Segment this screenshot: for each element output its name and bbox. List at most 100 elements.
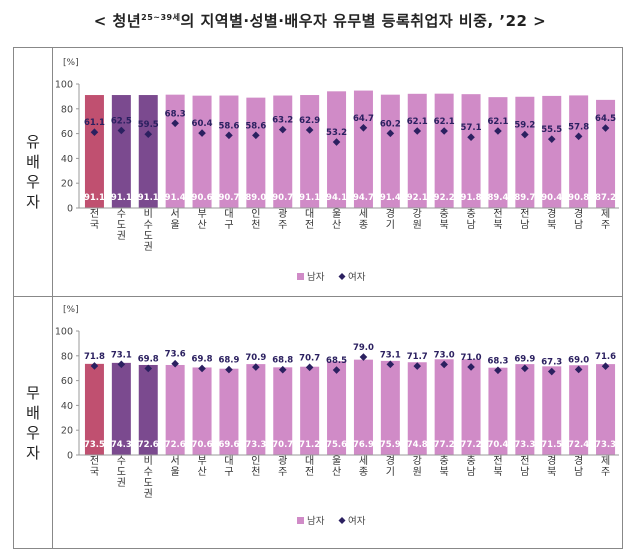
bar-male [488,367,508,455]
y-tick-label: 60 [61,129,73,140]
bar-male [461,94,481,208]
female-value-label: 64.5 [595,114,616,124]
title-suffix: 의 지역별·성별·배우자 유무별 등록취업자 비중, ’22 > [180,12,547,30]
bar-male [273,95,293,208]
bar-male [327,91,347,208]
male-value-label: 73.3 [514,440,535,450]
female-marker [278,365,287,374]
bar-male [515,96,535,208]
bar-male [327,361,347,455]
female-marker [547,135,556,143]
bar-male [461,359,481,455]
female-value-label: 68.3 [165,109,186,119]
female-value-label: 73.0 [434,350,455,360]
male-value-label: 91.1 [84,193,105,203]
female-value-label: 68.3 [487,356,508,366]
bar-male [353,90,373,208]
female-marker [117,126,126,135]
chart-title: < 청년25~39세의 지역별·성별·배우자 유무별 등록취업자 비중, ’22… [0,10,640,31]
female-marker [90,128,99,137]
female-value-label: 64.7 [353,114,374,124]
female-value-label: 69.9 [514,354,535,364]
male-value-label: 72.6 [165,440,186,450]
legend-male-label: 남자 [307,516,325,527]
female-marker [521,130,529,139]
female-marker [332,366,341,374]
male-value-label: 91.4 [380,193,401,203]
female-marker [171,359,179,368]
female-value-label: 73.1 [380,350,401,360]
female-value-label: 69.8 [192,354,213,364]
unit-label: [%] [63,305,79,315]
male-value-label: 75.9 [380,440,401,450]
female-marker [278,125,287,134]
bar-male [219,95,239,208]
y-tick-label: 40 [61,401,73,412]
male-value-label: 90.8 [568,193,589,203]
female-marker [332,138,341,146]
y-tick-label: 80 [61,351,73,362]
bar-male [542,366,562,455]
female-marker [574,132,583,141]
bar-male [138,364,158,455]
panel-label-char: 배 [26,403,40,422]
y-tick-label: 100 [55,327,73,338]
female-marker [440,127,448,135]
female-value-label: 60.2 [380,119,401,129]
male-value-label: 75.6 [326,440,347,450]
bar-male [353,359,373,455]
female-value-label: 58.6 [218,121,239,131]
legend-male-label: 남자 [307,272,325,283]
male-value-label: 91.1 [299,193,320,203]
bar-male [273,367,293,455]
male-value-label: 71.5 [541,440,562,450]
bar-male [84,363,104,455]
female-value-label: 57.8 [568,122,589,132]
female-marker [494,127,502,135]
bar-male [219,368,239,455]
bar-male [84,95,104,208]
male-value-label: 69.6 [218,440,239,450]
bar-male [488,97,508,208]
panel-label-char: 유 [26,133,40,151]
male-value-label: 92.1 [407,193,428,203]
female-marker [225,365,233,374]
female-value-label: 62.9 [299,116,320,126]
panel-label-married: 유 배 우 자 [14,48,52,296]
y-tick-label: 40 [61,154,73,165]
female-value-label: 68.5 [326,356,347,366]
bar-male [569,95,589,208]
female-marker [601,124,610,132]
bar-male [111,362,131,455]
female-marker [413,362,422,370]
female-value-label: 62.1 [487,117,508,127]
male-value-label: 72.4 [568,440,589,450]
bar-male [596,99,616,208]
female-marker [144,130,153,139]
female-marker [359,353,368,361]
female-value-label: 67.3 [541,358,562,368]
female-value-label: 62.1 [434,117,455,127]
female-value-label: 79.0 [353,343,374,353]
male-value-label: 87.2 [595,193,616,203]
panel-label-char: 우 [26,173,40,191]
